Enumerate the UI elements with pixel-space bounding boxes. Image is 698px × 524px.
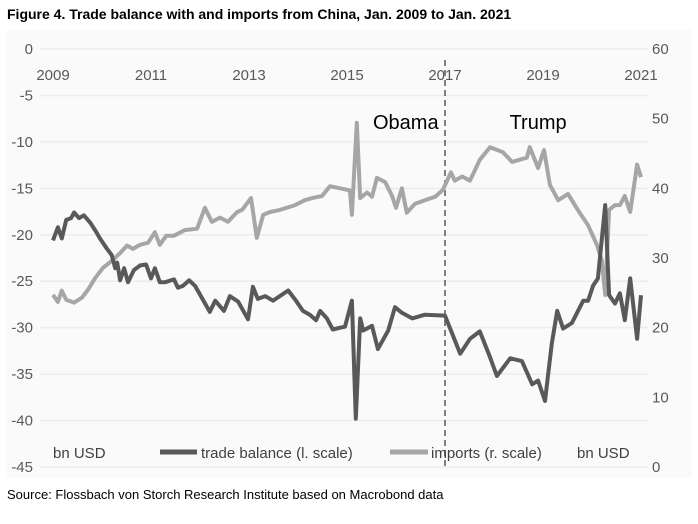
x-tick-label: 2015: [330, 67, 363, 84]
series-line-imports: [51, 120, 643, 305]
left-tick-label: -10: [11, 134, 33, 151]
x-tick-label: 2011: [135, 67, 167, 84]
legend-label-trade-balance: trade balance (l. scale): [201, 445, 353, 462]
legend-label-imports: imports (r. scale): [431, 445, 542, 462]
left-tick-label: -40: [11, 413, 33, 430]
right-tick-label: 20: [652, 320, 669, 337]
x-tick-label: 2019: [526, 67, 559, 84]
right-tick-label: 10: [652, 389, 669, 406]
right-tick-label: 0: [652, 459, 660, 476]
left-tick-label: -20: [11, 227, 33, 244]
x-axis: 2009 2011 2013 2015 2017 2019 2021: [36, 67, 657, 84]
series-line-trade-balance: [51, 203, 643, 421]
left-tick-label: -30: [11, 320, 33, 337]
right-tick-label: 30: [652, 250, 669, 267]
left-tick-label: -35: [11, 366, 33, 383]
left-tick-label: 0: [25, 41, 33, 58]
left-unit-label: bn USD: [53, 445, 106, 462]
legend: bn USD trade balance (l. scale) imports …: [53, 445, 630, 462]
x-tick-label: 2013: [232, 67, 265, 84]
left-tick-label: -45: [11, 459, 33, 476]
series-lines: [51, 120, 643, 421]
left-tick-label: -15: [11, 180, 33, 197]
right-tick-label: 60: [652, 41, 669, 58]
annotation-trump: Trump: [510, 112, 567, 134]
annotation-obama: Obama: [373, 112, 439, 134]
x-tick-label: 2009: [36, 67, 69, 84]
chart-title: Figure 4. Trade balance with and imports…: [7, 6, 511, 22]
right-tick-label: 40: [652, 180, 669, 197]
source-note: Source: Flossbach von Storch Research In…: [7, 487, 444, 502]
left-axis: 0 -5 -10 -15 -20 -25 -30 -35 -40 -45: [11, 41, 33, 476]
x-tick-label: 2021: [624, 67, 657, 84]
right-axis: 60 50 40 30 20 10 0: [652, 41, 669, 476]
right-unit-label: bn USD: [577, 445, 630, 462]
left-tick-label: -25: [11, 273, 33, 290]
right-tick-label: 50: [652, 111, 669, 128]
left-tick-label: -5: [20, 87, 33, 104]
